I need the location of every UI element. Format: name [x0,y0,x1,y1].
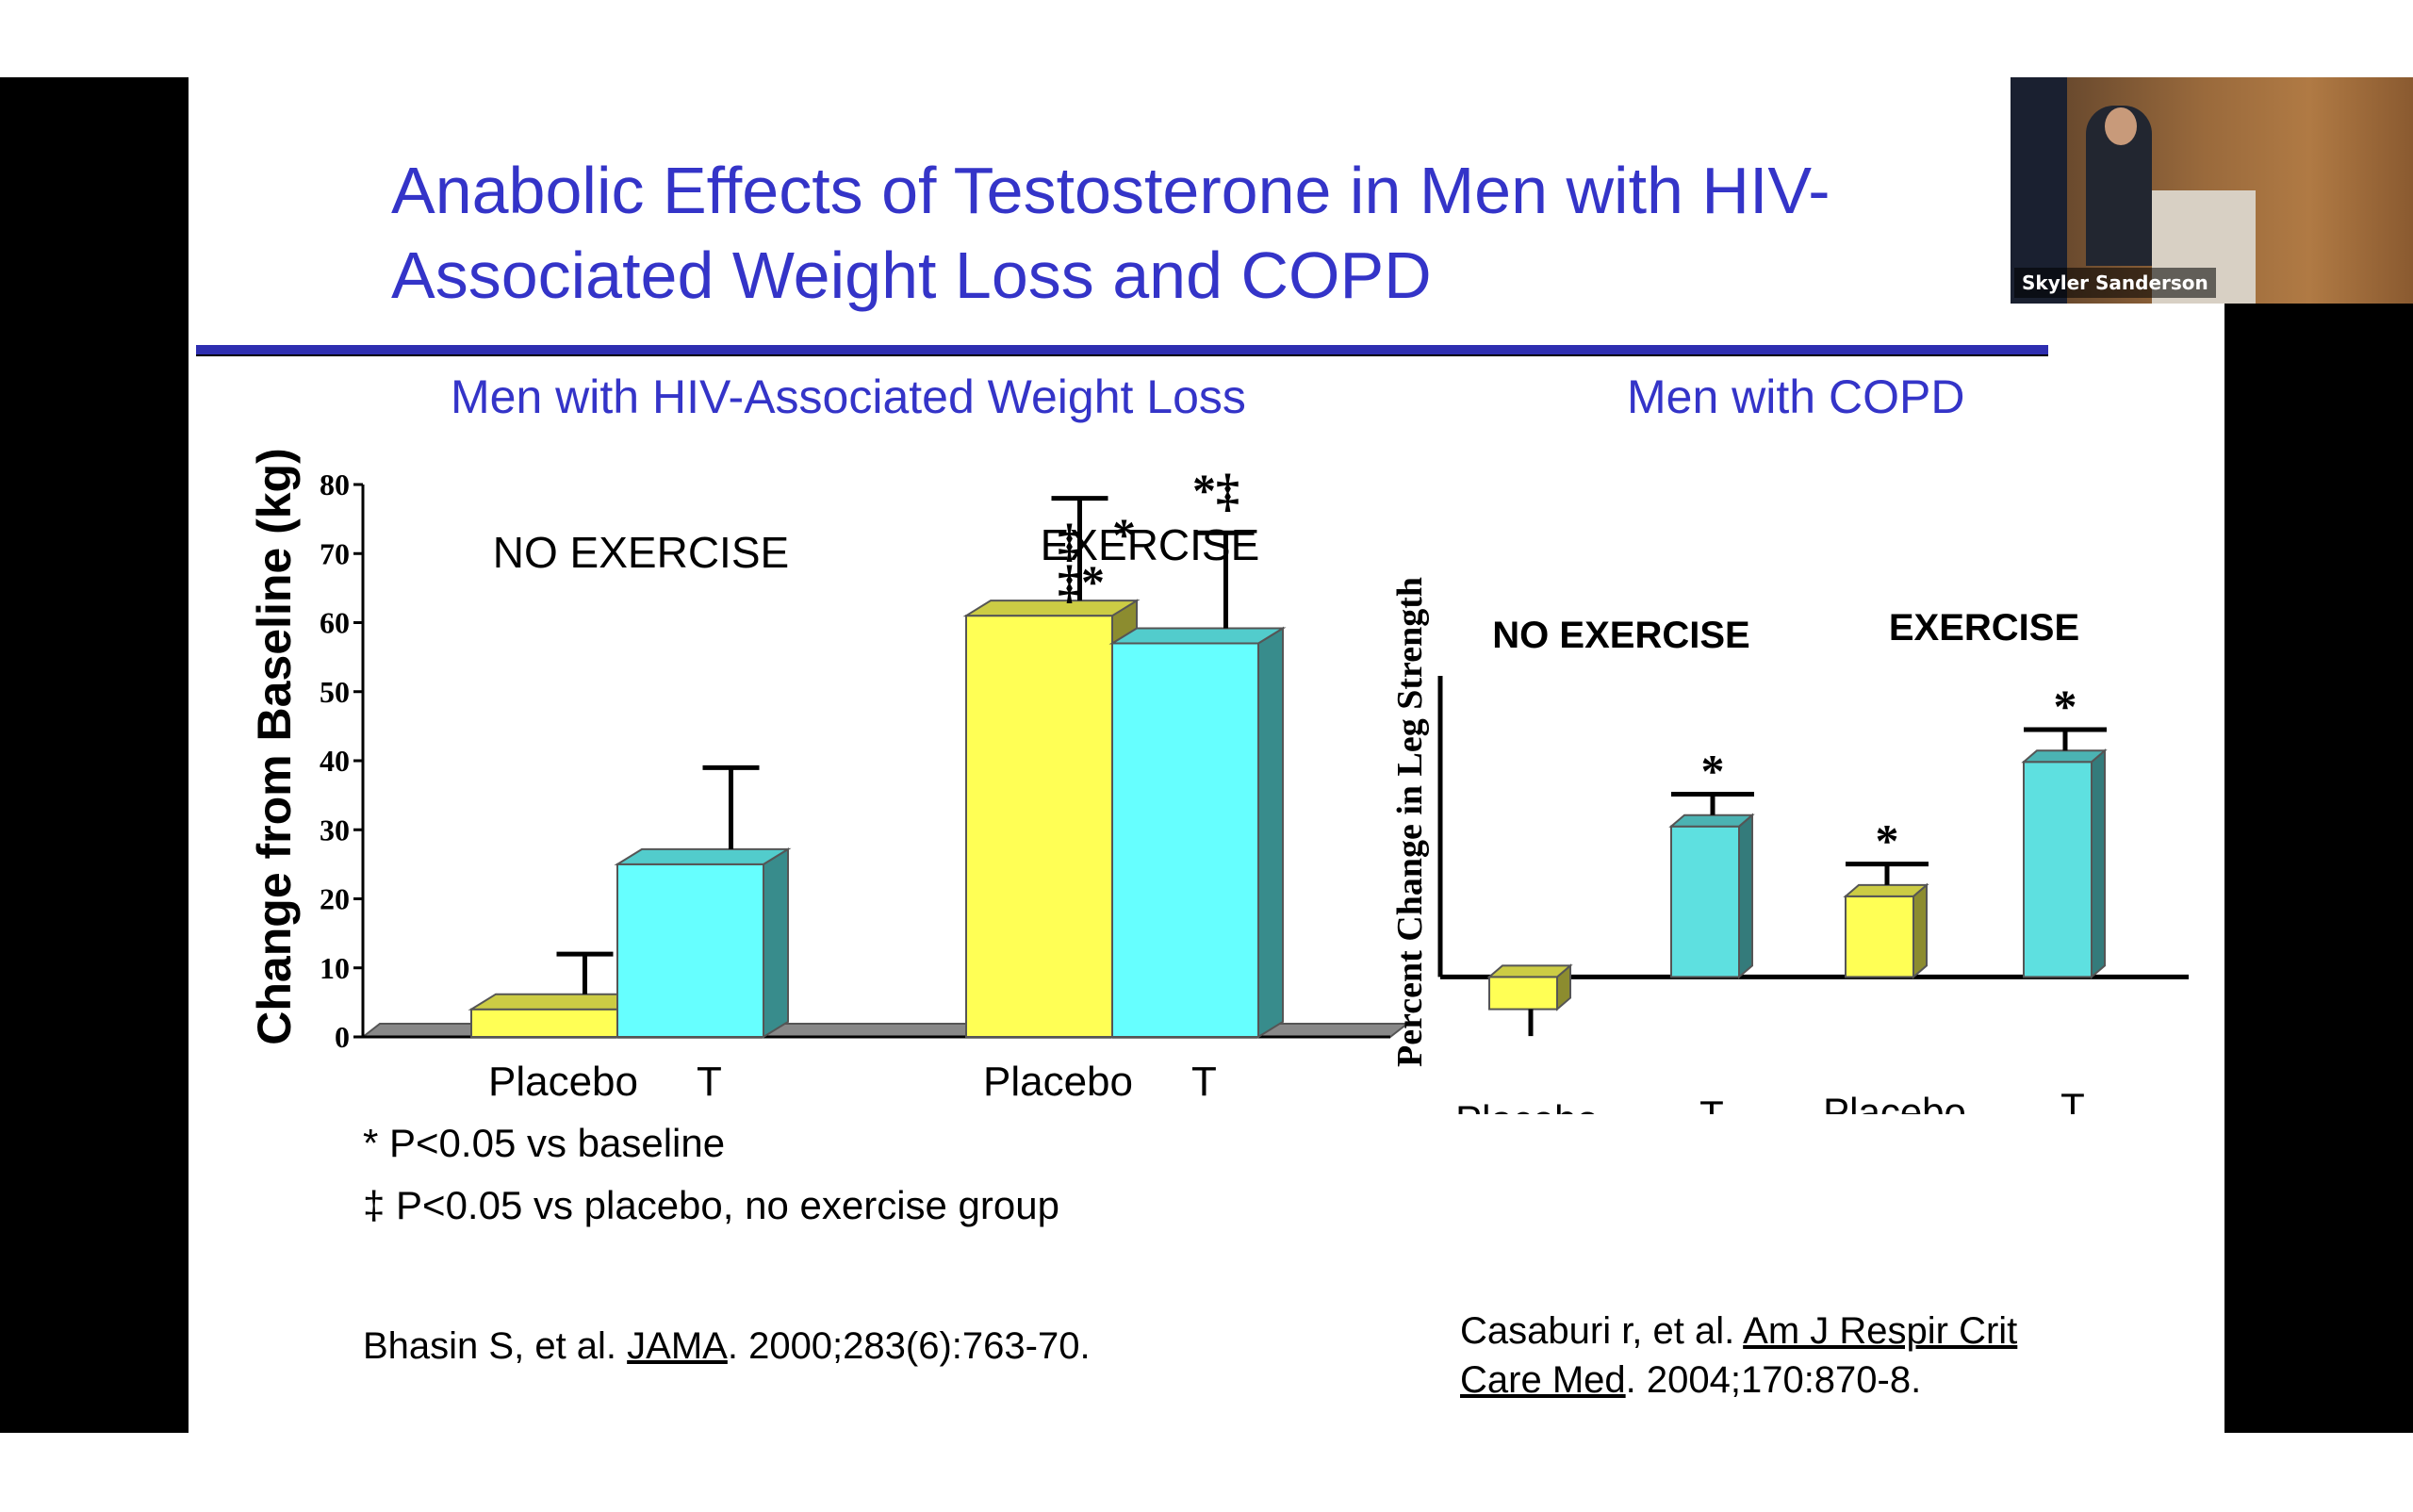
chart2-bar-side [2091,748,2106,979]
chart2-bar-top [1486,964,1573,978]
chart1-group-label: EXERCISE [1041,520,1260,569]
chart1-group-label: NO EXERCISE [493,528,789,577]
chart1-category-label: Placebo [488,1059,638,1105]
chart1-annotation: *‡ [1192,464,1239,517]
reference-left: Bhasin S, et al. JAMA. 2000;283(6):763-7… [363,1322,1091,1371]
chart2-group-label: NO EXERCISE [1492,615,1749,656]
ref-left-suffix: . 2000;283(6):763-70. [727,1325,1091,1367]
chart2-category-label: Placebo [1823,1090,1966,1114]
chart2-bar-side [1738,813,1753,979]
chart2-bar [1845,895,1914,978]
right-chart-subtitle: Men with COPD [1627,370,1965,423]
title-divider [196,345,2048,356]
chart2-bar [2023,761,2093,978]
chart2-category-label: Placebo [1455,1097,1599,1114]
ref-left-prefix: Bhasin S, et al. [363,1325,628,1367]
chart1-ytick-label: 70 [320,536,350,570]
slide-title-line1: Anabolic Effects of Testosterone in Men … [391,154,1830,227]
reference-right: Casaburi r, et al. Am J Respir Crit Care… [1460,1307,2017,1405]
chart2-category-label: T [1699,1093,1724,1114]
chart2-bar-top [2021,749,2108,764]
chart1-bar-top [1108,627,1287,645]
ref-right-suffix: . 2004;170:870-8. [1625,1359,1922,1401]
chart1-ytick-label: 10 [320,951,350,985]
presentation-slide: Anabolic Effects of Testosterone in Men … [189,77,2224,1435]
chart1-bar [965,615,1113,1038]
chart1-bar-top [962,600,1141,617]
left-letterbox [0,77,189,1435]
ref-right-journal-line2: Care Med [1460,1359,1626,1401]
chart2-group-label: EXERCISE [1889,607,2079,649]
chart2-bar [1488,976,1558,1011]
chart2-category-label: T [2060,1085,2085,1114]
chart1-ytick-label: 20 [320,882,350,916]
video-wall-left [2011,77,2067,304]
chart1-ytick-label: 50 [320,675,350,709]
chart2-annotation: * [1701,744,1725,797]
speaker-video-thumbnail[interactable]: Skyler Sanderson [2011,77,2413,304]
hiv-weight-chart: 0 10 20 30 40 50 60 70 80 Change from Baseline (k… [248,448,1410,1105]
chart2-bar-top [1843,883,1929,897]
chart1-category-label: Placebo [983,1059,1133,1105]
chart1-ytick-label: 80 [320,468,350,501]
slide-title-line2: Associated Weight Loss and COPD [391,238,1432,312]
chart1-ylabel: Change from Baseline (kg) [248,448,301,1044]
chart2-bar-top [1668,814,1755,828]
chart1-bar-top [614,847,792,865]
chart2-annotation: * [2054,680,2077,732]
chart1-annotation: ‡ [1058,514,1081,567]
footnote-placebo: ‡ P<0.05 vs placebo, no exercise group [363,1183,1059,1227]
chart1-category-label: T [697,1059,722,1105]
ref-right-journal-line1: Am J Respir Crit [1743,1310,2018,1352]
right-letterbox [2224,77,2413,1435]
ref-left-journal: JAMA [627,1325,728,1367]
chart1-category-label: T [1191,1059,1217,1105]
chart1-ytick-label: 30 [320,813,350,846]
speaker-head [2105,107,2137,145]
chart1-ytick-label: 0 [335,1020,350,1054]
chart2-ylabel: Percent Change in Leg Strength [1390,577,1430,1067]
bottom-bar [0,1433,2413,1512]
speaker-name-label: Skyler Sanderson [2014,268,2216,298]
slide-title: Anabolic Effects of Testosterone in Men … [391,148,2182,318]
chart2-bar [1670,825,1740,978]
left-chart-subtitle: Men with HIV-Associated Weight Loss [451,370,1246,423]
copd-leg-strength-chart: Percent Change in Leg Strength NO EXERCIS… [1390,577,2189,1114]
chart1-annotation: ‡* [1058,555,1105,608]
chart1-bar [1111,642,1259,1038]
chart1-ytick-label: 40 [320,744,350,778]
footnote-baseline: * P<0.05 vs baseline [363,1121,726,1165]
chart2-annotation: * [1876,814,1899,867]
chart1-annotation: * [1112,508,1136,561]
chart1-ytick-label: 60 [320,606,350,640]
chart2-bar-side [1912,882,1928,979]
ref-right-prefix: Casaburi r, et al. [1460,1310,1744,1352]
